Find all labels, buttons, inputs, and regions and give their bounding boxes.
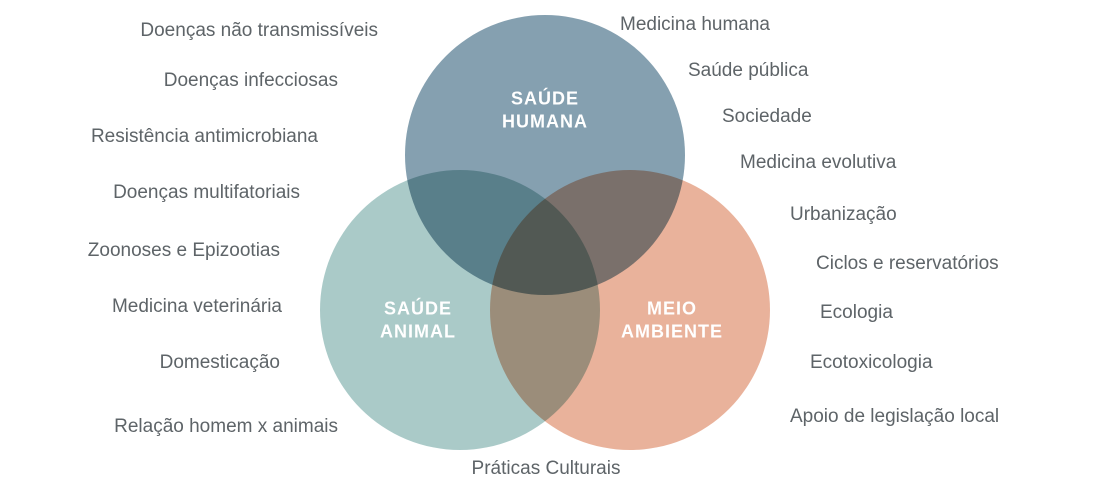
right-label: Urbanização	[790, 204, 897, 226]
right-label: Ecotoxicologia	[810, 352, 933, 374]
circle-environment-label: MEIO AMBIENTE	[621, 298, 723, 343]
right-label: Saúde pública	[688, 60, 808, 82]
left-label: Medicina veterinária	[112, 296, 282, 318]
right-label: Ciclos e reservatórios	[816, 253, 999, 275]
left-label: Doenças não transmissíveis	[140, 20, 378, 42]
circle-animal-label: SAÚDE ANIMAL	[380, 298, 456, 343]
circle-human-label: SAÚDE HUMANA	[502, 88, 588, 133]
left-label: Domesticação	[160, 352, 280, 374]
left-label: Relação homem x animais	[114, 416, 338, 438]
right-label: Medicina evolutiva	[740, 152, 896, 174]
right-label: Apoio de legislação local	[790, 406, 999, 428]
left-label: Doenças multifatoriais	[113, 182, 300, 204]
right-label: Sociedade	[722, 106, 812, 128]
right-label: Ecologia	[820, 302, 893, 324]
right-label: Medicina humana	[620, 14, 770, 36]
left-label: Resistência antimicrobiana	[91, 126, 318, 148]
venn-diagram: SAÚDE HUMANA SAÚDE ANIMAL MEIO AMBIENTE …	[0, 0, 1093, 503]
bottom-label: Práticas Culturais	[472, 458, 621, 480]
left-label: Zoonoses e Epizootias	[88, 240, 280, 262]
left-label: Doenças infecciosas	[164, 70, 338, 92]
circle-environment: MEIO AMBIENTE	[490, 170, 770, 450]
